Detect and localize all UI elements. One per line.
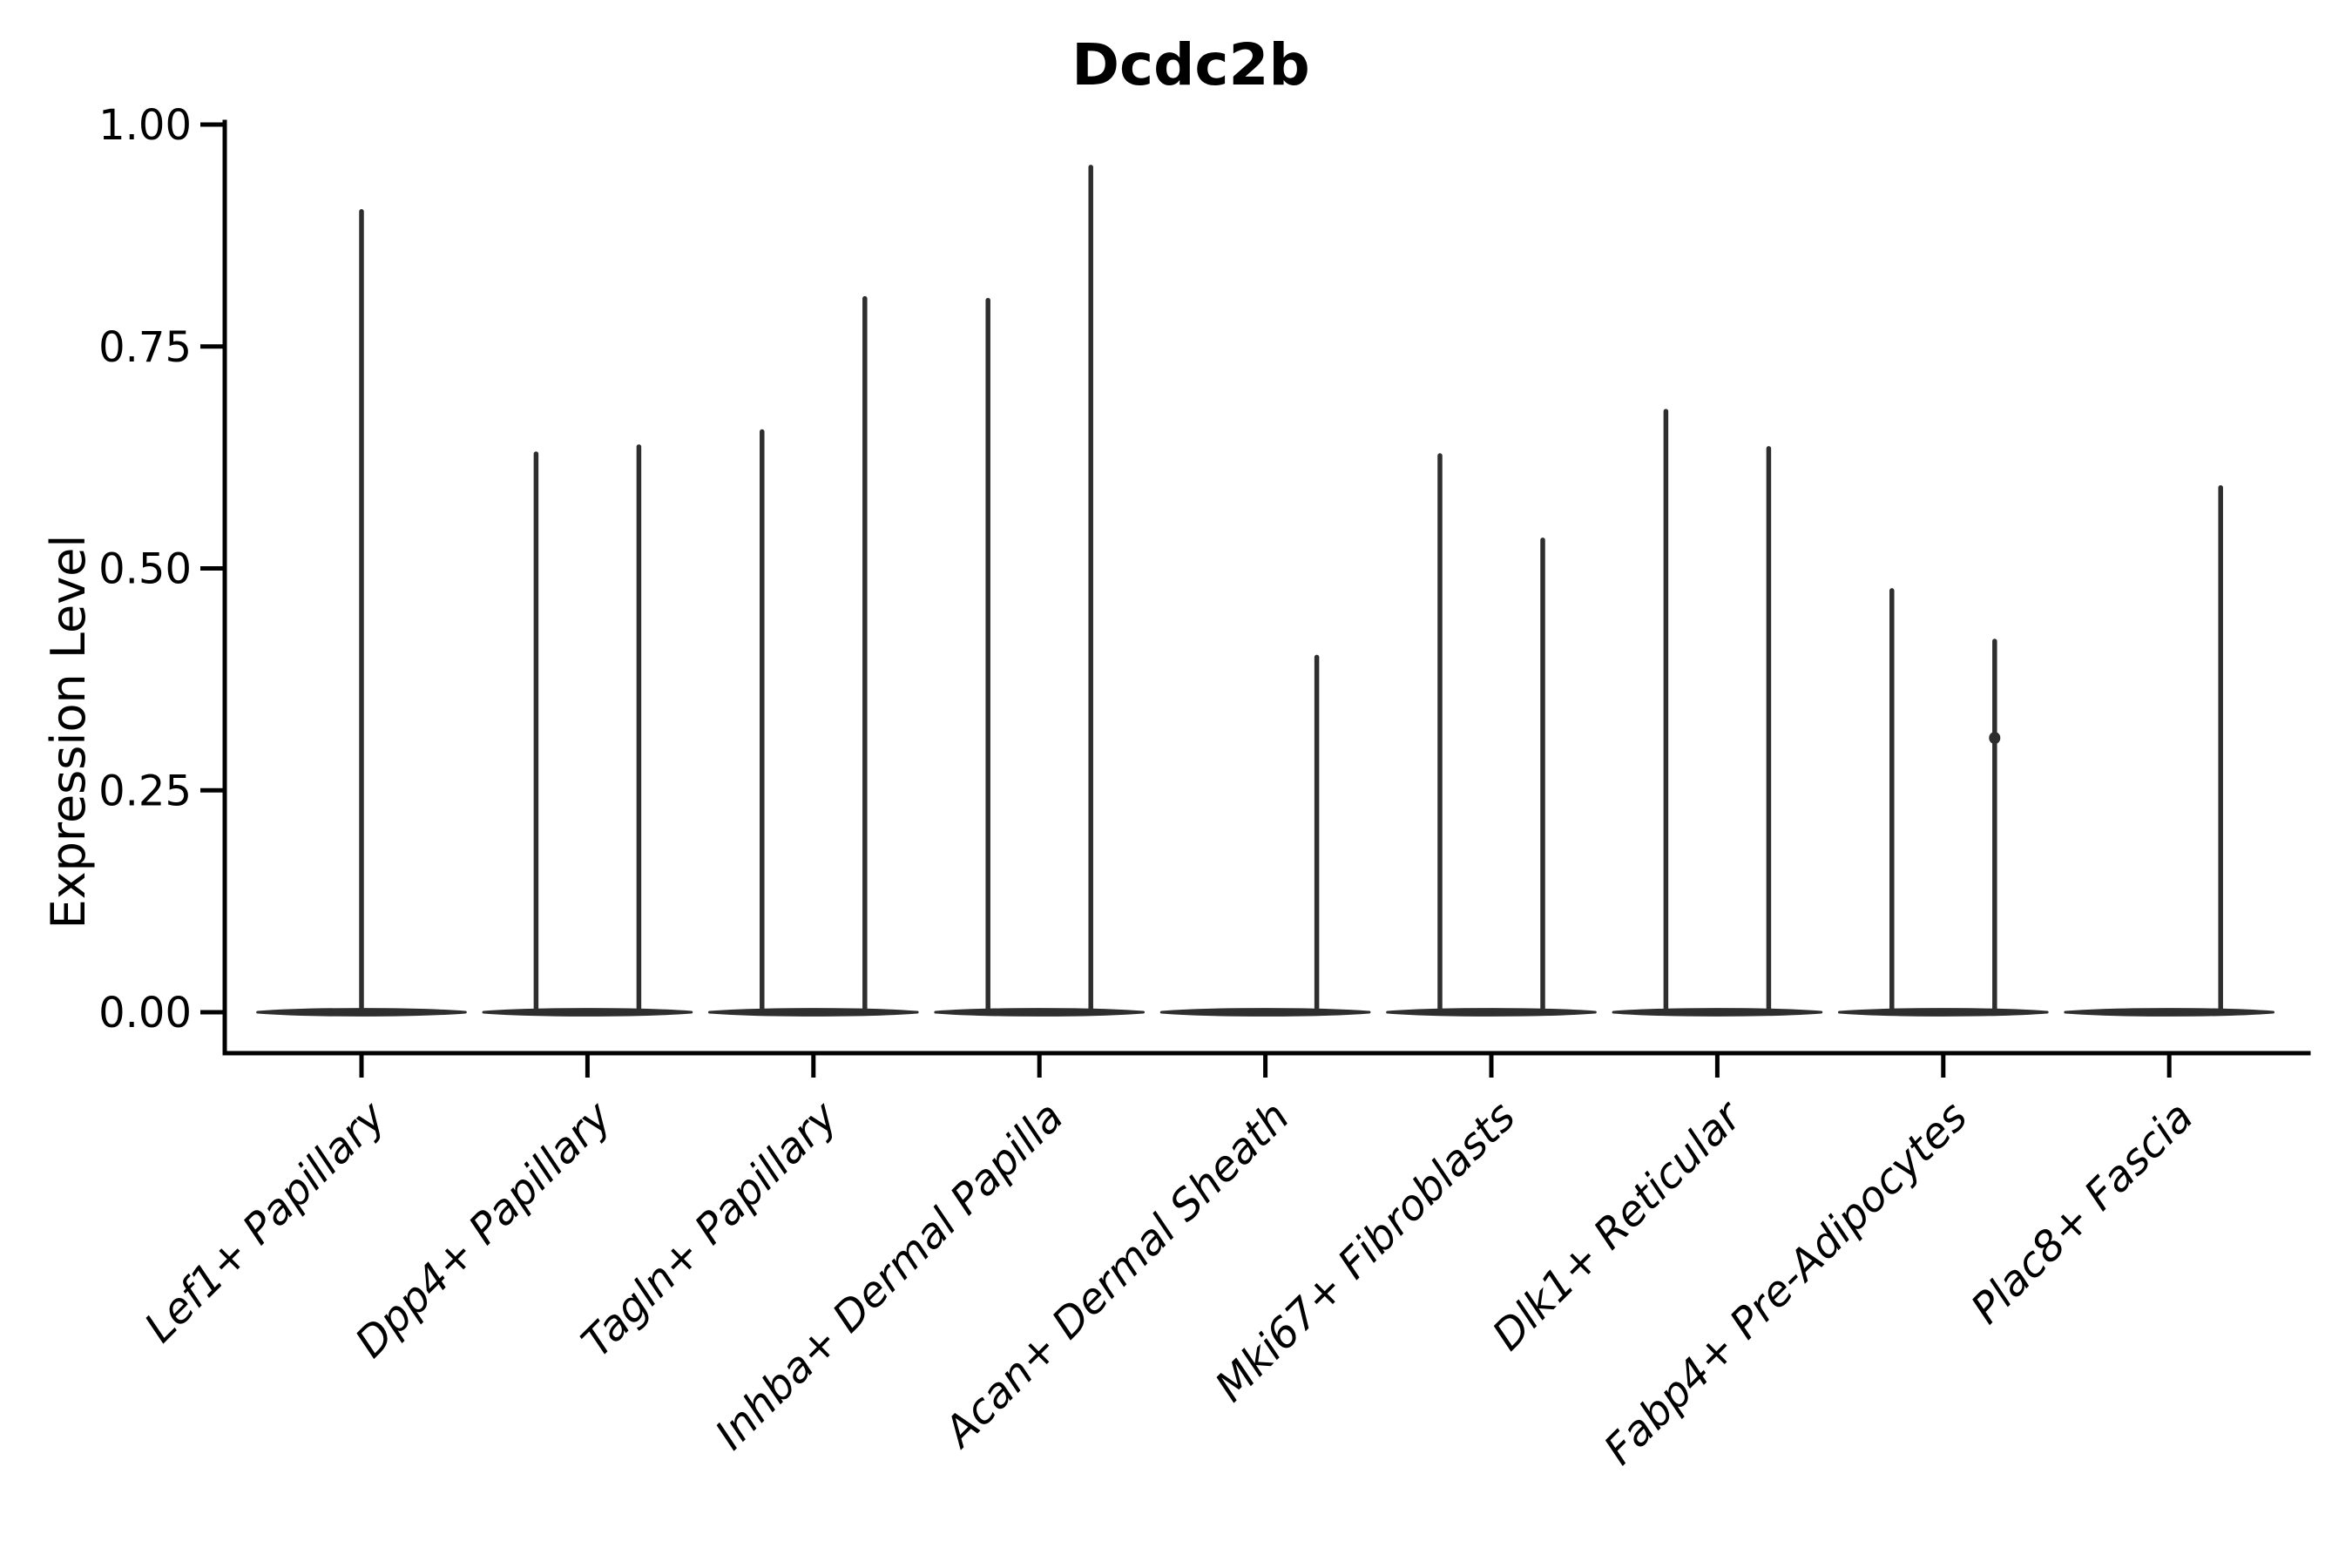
spike-bump xyxy=(1989,732,2001,745)
y-axis-ticks: 0.00 0.25 0.50 0.75 1.00 xyxy=(98,101,225,1037)
y-tick-label: 1.00 xyxy=(98,101,192,150)
y-axis-label: Expression Level xyxy=(41,535,96,929)
x-tick-label: Dlk1+ Reticular xyxy=(1484,1091,1754,1361)
violin-body xyxy=(1612,1008,1823,1017)
violin-body xyxy=(707,1008,919,1017)
x-tick-label: Plac8+ Fascia xyxy=(1962,1092,2203,1334)
y-tick-label: 0.50 xyxy=(98,545,192,594)
violins xyxy=(256,165,2275,1017)
x-tick-label: Lef1+ Papillary xyxy=(135,1092,395,1352)
violin-body xyxy=(1386,1008,1597,1017)
y-tick-label: 0.25 xyxy=(98,767,192,815)
chart-title: Dcdc2b xyxy=(1071,31,1309,98)
violin-body xyxy=(1837,1008,2049,1017)
violin-body xyxy=(1159,1008,1371,1017)
x-tick-label: Fabp4+ Pre-Adipocytes xyxy=(1595,1092,1977,1475)
y-tick-label: 0.75 xyxy=(98,323,192,372)
violin-body xyxy=(2064,1008,2275,1017)
y-tick-label: 0.00 xyxy=(98,989,192,1037)
violin-body xyxy=(482,1008,693,1017)
violin-body xyxy=(934,1008,1146,1017)
